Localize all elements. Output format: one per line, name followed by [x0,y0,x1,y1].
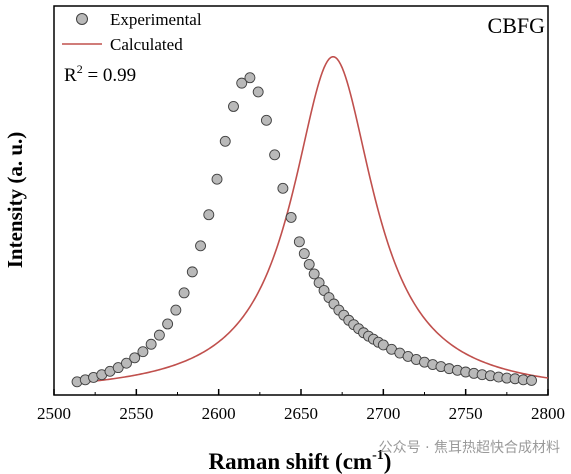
experimental-point [236,77,248,89]
experimental-point [120,357,132,369]
x-axis: 2500 2550 2600 2650 2700 2750 2800 [37,389,565,423]
x-axis-label-sup: -1 [372,448,384,463]
x-tick-label: 2750 [449,404,483,423]
experimental-point [219,135,231,147]
experimental-point [377,339,389,351]
experimental-point [526,375,537,386]
x-tick-label: 2600 [202,404,236,423]
experimental-point [211,173,223,185]
experimental-series [71,72,537,388]
x-axis-label-end: ) [384,449,392,474]
r-squared-base: R [64,65,77,86]
legend-label-experimental: Experimental [110,10,202,29]
experimental-point [170,304,182,316]
legend-marker-experimental [76,13,88,25]
x-tick-label: 2650 [284,404,318,423]
legend: Experimental Calculated [62,10,202,54]
experimental-point [137,346,149,358]
experimental-point [129,352,141,364]
x-tick-label: 2550 [119,404,153,423]
experimental-point [260,114,272,126]
experimental-point [153,329,165,341]
experimental-point [186,266,198,278]
experimental-point [303,258,315,270]
watermark: 公众号 · 焦耳热超快合成材料 [379,440,560,456]
x-axis-label-main: Raman shift (cm [209,449,373,474]
x-tick-label: 2800 [531,404,565,423]
x-axis-label: Raman shift (cm-1) [209,448,392,474]
experimental-point [203,209,215,221]
experimental-point [228,101,239,112]
experimental-point [293,236,305,248]
legend-label-calculated: Calculated [110,35,183,54]
experimental-point [298,248,310,260]
r-squared-rest: = 0.99 [83,65,136,86]
experimental-point [252,86,264,98]
experimental-point [285,211,297,223]
experimental-point [269,149,281,161]
experimental-point [178,287,190,299]
experimental-point [162,318,174,330]
x-tick-label: 2500 [37,404,71,423]
experimental-point [145,338,157,350]
experimental-point [313,277,325,289]
x-tick-label: 2700 [366,404,400,423]
experimental-point [277,182,289,194]
calculated-line [73,56,549,384]
y-axis-label: Intensity (a. u.) [3,132,27,269]
r-squared-sup: 2 [77,62,83,76]
experimental-point [195,240,207,252]
experimental-point [112,362,124,374]
r-squared-annotation: R2 = 0.99 [64,62,136,86]
panel-label: CBFG [488,13,546,38]
calculated-series [73,56,549,384]
experimental-point [244,72,256,84]
experimental-point [308,268,320,280]
